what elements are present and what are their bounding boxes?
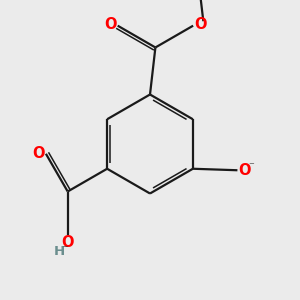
Text: ⁻: ⁻ xyxy=(62,244,68,254)
Text: ⁻: ⁻ xyxy=(249,161,254,171)
Text: O: O xyxy=(32,146,44,161)
Text: O: O xyxy=(194,17,207,32)
Text: O: O xyxy=(239,163,251,178)
Text: H: H xyxy=(54,245,65,258)
Text: O: O xyxy=(104,17,116,32)
Text: O: O xyxy=(61,235,73,250)
